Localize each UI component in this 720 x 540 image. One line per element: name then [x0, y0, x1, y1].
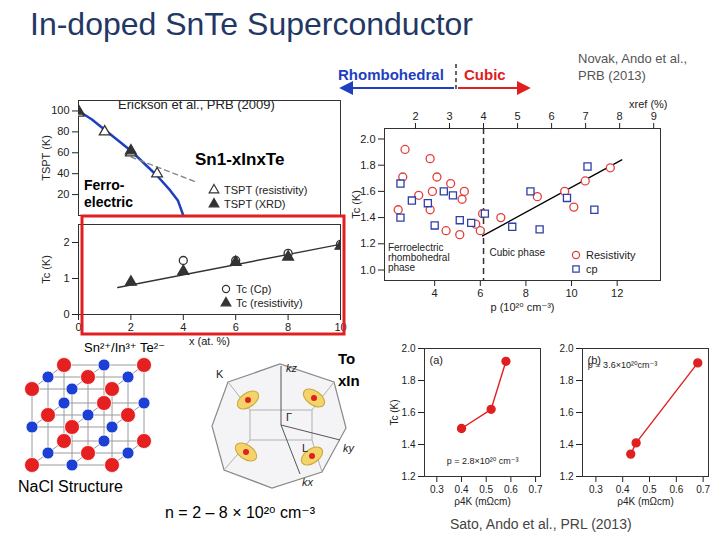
html-text:Erickson et al., PRB (2009): Erickson et al., PRB (2009) [118, 97, 275, 112]
svg-text:1.2: 1.2 [560, 471, 574, 482]
svg-text:1.4: 1.4 [560, 439, 574, 450]
svg-text:2: 2 [63, 236, 69, 248]
html-text:Sn²⁺/In³⁺ Te²⁻: Sn²⁺/In³⁺ Te²⁻ [84, 340, 165, 355]
svg-text:1: 1 [63, 272, 69, 284]
svg-text:1.6: 1.6 [360, 185, 375, 197]
svg-text:2: 2 [128, 321, 134, 333]
svg-text:8: 8 [523, 287, 529, 299]
svg-text:ρ4K (mΩcm): ρ4K (mΩcm) [454, 496, 511, 507]
svg-text:Γ: Γ [286, 411, 292, 423]
html-text:Novak, Ando et al., PRB (2013): Novak, Ando et al., PRB (2013) [578, 51, 688, 83]
html-text:In-doped SnTe Superconductor: In-doped SnTe Superconductor [30, 6, 473, 42]
html-text:Rhombohedral: Rhombohedral [338, 66, 444, 83]
svg-text:12: 12 [611, 287, 623, 299]
svg-text:1.8: 1.8 [560, 375, 574, 386]
svg-text:ky: ky [343, 442, 356, 454]
svg-text:0.6: 0.6 [669, 484, 683, 495]
svg-text:Tc (K): Tc (K) [40, 255, 52, 284]
html-text:xIn: xIn [338, 372, 360, 389]
html-text:Sn1-xInxTe: Sn1-xInxTe [195, 150, 285, 169]
svg-text:5: 5 [515, 110, 521, 122]
svg-text:0.3: 0.3 [589, 484, 603, 495]
svg-text:8: 8 [617, 110, 623, 122]
svg-text:4: 4 [480, 110, 486, 122]
html-text:Ferro-electric: Ferro-electric [84, 177, 133, 210]
svg-text:1.2: 1.2 [402, 471, 416, 482]
svg-text:2: 2 [412, 110, 418, 122]
svg-text:Cubic phase: Cubic phase [489, 247, 545, 258]
svg-text:10: 10 [565, 287, 577, 299]
svg-text:6: 6 [549, 110, 555, 122]
html-text:Tc (Cp): Tc (Cp) [236, 283, 272, 295]
svg-text:80: 80 [57, 125, 69, 137]
svg-text:3: 3 [446, 110, 452, 122]
svg-text:7: 7 [583, 110, 589, 122]
svg-text:K: K [216, 368, 224, 380]
svg-text:0.3: 0.3 [430, 484, 444, 495]
html-text:NaCl Structure: NaCl Structure [18, 478, 123, 495]
svg-text:p (10²⁰ cm⁻³): p (10²⁰ cm⁻³) [491, 301, 555, 313]
html-text:n = 2 – 8 × 10²⁰ cm⁻³: n = 2 – 8 × 10²⁰ cm⁻³ [165, 504, 315, 521]
svg-text:TSPT (K): TSPT (K) [40, 135, 52, 181]
svg-text:Tc (K): Tc (K) [350, 190, 362, 219]
svg-text:xref (%): xref (%) [629, 98, 668, 110]
svg-text:(b): (b) [588, 354, 601, 366]
svg-text:L: L [302, 442, 308, 454]
html-text:TSPT (resistivity): TSPT (resistivity) [224, 184, 308, 196]
html-text:TSPT (XRD): TSPT (XRD) [224, 198, 286, 210]
html-text:Sato, Ando et al., PRL (2013): Sato, Ando et al., PRL (2013) [450, 516, 632, 532]
svg-text:Tc (K): Tc (K) [389, 399, 400, 425]
svg-text:4: 4 [180, 321, 186, 333]
svg-text:(a): (a) [430, 354, 443, 366]
svg-text:1.6: 1.6 [402, 407, 416, 418]
svg-text:1.8: 1.8 [402, 375, 416, 386]
svg-text:Ferroelectricrhombohedralphase: Ferroelectricrhombohedralphase [388, 242, 450, 273]
svg-text:8: 8 [285, 321, 291, 333]
svg-text:9: 9 [651, 110, 657, 122]
svg-text:0.5: 0.5 [479, 484, 493, 495]
svg-text:0.7: 0.7 [696, 484, 710, 495]
svg-text:0.4: 0.4 [455, 484, 469, 495]
svg-text:1.2: 1.2 [360, 237, 375, 249]
html-text:cp: cp [586, 263, 598, 275]
svg-text:100: 100 [51, 104, 69, 116]
svg-text:0.4: 0.4 [616, 484, 630, 495]
svg-text:4: 4 [432, 287, 438, 299]
svg-text:2.0: 2.0 [360, 133, 375, 145]
svg-text:x (at. %): x (at. %) [189, 335, 230, 347]
html-text:Cubic: Cubic [464, 66, 506, 83]
svg-text:1.4: 1.4 [402, 439, 416, 450]
svg-text:ρ4K (mΩcm): ρ4K (mΩcm) [617, 496, 674, 507]
svg-text:60: 60 [57, 146, 69, 158]
svg-text:2.0: 2.0 [402, 343, 416, 354]
svg-text:0: 0 [63, 308, 69, 320]
svg-text:kx: kx [302, 476, 314, 488]
svg-text:1.0: 1.0 [360, 264, 375, 276]
html-text:To: To [338, 350, 356, 367]
html-text:Tc (resistivity): Tc (resistivity) [236, 297, 303, 309]
svg-text:p = 2.8×10²⁰ cm⁻³: p = 2.8×10²⁰ cm⁻³ [447, 456, 519, 466]
html-text:Resistivity: Resistivity [586, 249, 636, 261]
svg-text:0.7: 0.7 [529, 484, 543, 495]
svg-text:kz: kz [286, 362, 298, 374]
svg-text:1.4: 1.4 [360, 211, 375, 223]
svg-text:p = 3.6×10²⁰cm⁻³: p = 3.6×10²⁰cm⁻³ [587, 359, 658, 370]
svg-text:40: 40 [57, 167, 69, 179]
svg-text:1.6: 1.6 [560, 407, 574, 418]
svg-text:1.8: 1.8 [360, 159, 375, 171]
svg-text:6: 6 [477, 287, 483, 299]
svg-text:0: 0 [75, 321, 81, 333]
svg-text:10: 10 [334, 321, 346, 333]
svg-text:0.6: 0.6 [504, 484, 518, 495]
svg-text:6: 6 [233, 321, 239, 333]
svg-text:0.5: 0.5 [643, 484, 657, 495]
svg-text:2.0: 2.0 [560, 343, 574, 354]
svg-text:20: 20 [57, 188, 69, 200]
